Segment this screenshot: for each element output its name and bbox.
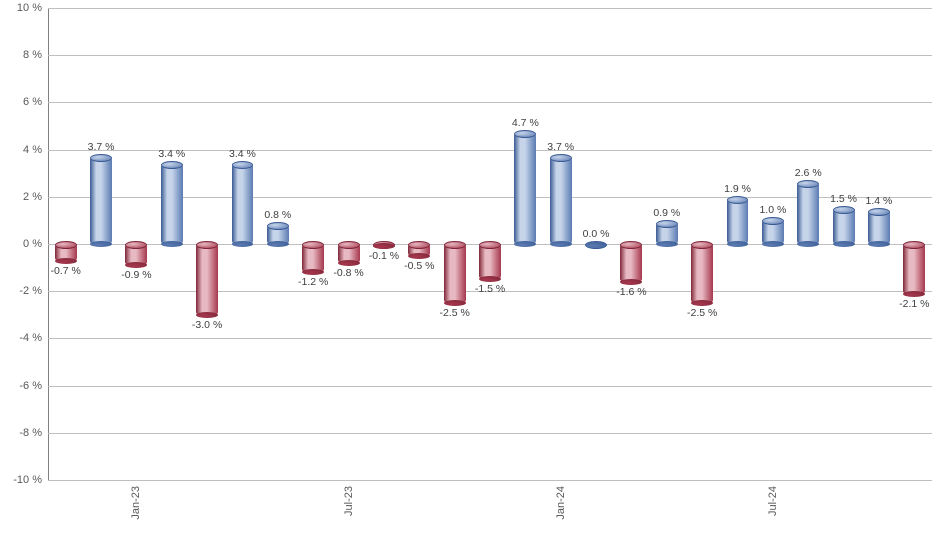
bar-value-label: -3.0 % <box>192 319 222 331</box>
bar-value-label: 3.4 % <box>229 148 256 160</box>
y-tick-label: 6 % <box>23 96 48 108</box>
bar <box>585 244 607 245</box>
bar-value-label: -0.7 % <box>50 265 80 277</box>
bar-value-label: 3.7 % <box>88 141 115 153</box>
bar-value-label: 1.4 % <box>866 195 893 207</box>
bar-value-label: -0.8 % <box>333 267 363 279</box>
bar <box>691 244 713 303</box>
bar <box>514 133 536 244</box>
bar-value-label: -1.5 % <box>475 283 505 295</box>
bar <box>232 164 254 244</box>
y-tick-label: -4 % <box>19 332 48 344</box>
bar <box>550 157 572 244</box>
y-tick-label: -10 % <box>13 474 48 486</box>
bar <box>302 244 324 272</box>
bar <box>90 157 112 244</box>
bar-value-label: 3.4 % <box>158 148 185 160</box>
bar <box>55 244 77 261</box>
bar-value-label: -0.1 % <box>369 250 399 262</box>
bar-value-label: 2.6 % <box>795 167 822 179</box>
bar-value-label: 1.9 % <box>724 183 751 195</box>
bar <box>833 209 855 244</box>
bar <box>338 244 360 263</box>
bar-value-label: 4.7 % <box>512 117 539 129</box>
bar <box>903 244 925 294</box>
plot-area: -10 %-8 %-6 %-4 %-2 %0 %2 %4 %6 %8 %10 %… <box>48 8 932 480</box>
bar-value-label: 0.9 % <box>653 207 680 219</box>
bar <box>797 183 819 244</box>
y-tick-label: -2 % <box>19 285 48 297</box>
bar-value-label: -0.9 % <box>121 269 151 281</box>
bar <box>444 244 466 303</box>
bar <box>373 244 395 246</box>
gridline <box>48 338 932 339</box>
percent-change-bar-chart: -10 % -8 % -6 % -4 % -2 % 0 % 2 % 4 % 6 % 8 % 10 %… <box>0 0 940 550</box>
bar-value-label: -2.5 % <box>439 307 469 319</box>
y-tick-label: -8 % <box>19 427 48 439</box>
bar-value-label: 1.5 % <box>830 193 857 205</box>
y-tick-label: 2 % <box>23 191 48 203</box>
bar-value-label: -2.1 % <box>899 298 929 310</box>
y-tick-label: 8 % <box>23 49 48 61</box>
gridline <box>48 8 932 9</box>
gridline <box>48 386 932 387</box>
y-tick-label: 10 % <box>17 2 48 14</box>
bar <box>656 223 678 244</box>
bar <box>620 244 642 282</box>
y-tick-label: 4 % <box>23 144 48 156</box>
gridline <box>48 102 932 103</box>
bar-value-label: 0.0 % <box>583 228 610 240</box>
gridline <box>48 480 932 481</box>
bar <box>868 211 890 244</box>
bar <box>762 220 784 244</box>
bar-value-label: -1.6 % <box>616 286 646 298</box>
bar <box>267 225 289 244</box>
y-tick-label: -6 % <box>19 380 48 392</box>
y-tick-label: 0 % <box>23 238 48 250</box>
bar <box>479 244 501 279</box>
gridline <box>48 55 932 56</box>
bar-value-label: -1.2 % <box>298 276 328 288</box>
bar-value-label: 1.0 % <box>759 204 786 216</box>
bar-value-label: 0.8 % <box>264 209 291 221</box>
bar <box>408 244 430 256</box>
bar <box>727 199 749 244</box>
bar <box>125 244 147 265</box>
bar-value-label: -0.5 % <box>404 260 434 272</box>
bar-value-label: -2.5 % <box>687 307 717 319</box>
bar <box>161 164 183 244</box>
bar <box>196 244 218 315</box>
bar-value-label: 3.7 % <box>547 141 574 153</box>
gridline <box>48 433 932 434</box>
